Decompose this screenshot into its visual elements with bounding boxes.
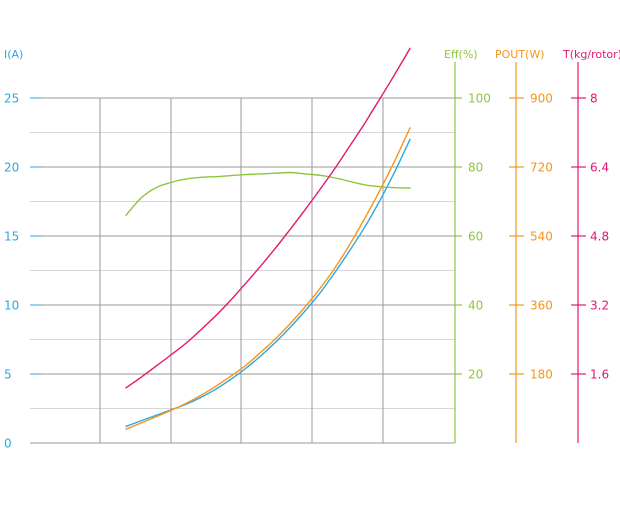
tick-label-current: 15 xyxy=(4,230,19,244)
axis-title-thrust: T(kg/rotor) xyxy=(562,48,620,61)
grid xyxy=(30,97,455,444)
tick-label-current: 5 xyxy=(4,368,12,382)
tick-label-power: 540 xyxy=(530,230,553,244)
tick-label-current: 20 xyxy=(4,161,19,175)
axis-title-power: POUT(W) xyxy=(495,48,545,61)
axis-title-current: I(A) xyxy=(4,48,23,61)
tick-label-thrust: 3.2 xyxy=(590,299,609,313)
tick-label-power: 360 xyxy=(530,299,553,313)
tick-label-current: 0 xyxy=(4,437,12,451)
tick-label-efficiency: 100 xyxy=(468,92,491,106)
axis-title-efficiency: Eff(%) xyxy=(444,48,478,61)
series-line-power xyxy=(125,127,411,430)
tick-label-efficiency: 60 xyxy=(468,230,483,244)
tick-label-thrust: 8 xyxy=(590,92,598,106)
series xyxy=(125,47,411,430)
tick-label-efficiency: 80 xyxy=(468,161,483,175)
tick-label-efficiency: 40 xyxy=(468,299,483,313)
tick-label-efficiency: 20 xyxy=(468,368,483,382)
tick-label-thrust: 6.4 xyxy=(590,161,609,175)
series-line-thrust xyxy=(125,47,411,389)
tick-label-thrust: 4.8 xyxy=(590,230,609,244)
tick-label-power: 180 xyxy=(530,368,553,382)
tick-label-power: 720 xyxy=(530,161,553,175)
tick-label-current: 25 xyxy=(4,92,19,106)
tick-label-power: 900 xyxy=(530,92,553,106)
series-line-efficiency xyxy=(125,171,411,216)
tick-label-thrust: 1.6 xyxy=(590,368,609,382)
tick-label-current: 10 xyxy=(4,299,19,313)
axes: I(A) 0 5 10 15 20 25 Eff(%) 20 40 60 80 100 POUT(W) 18… xyxy=(4,48,620,451)
